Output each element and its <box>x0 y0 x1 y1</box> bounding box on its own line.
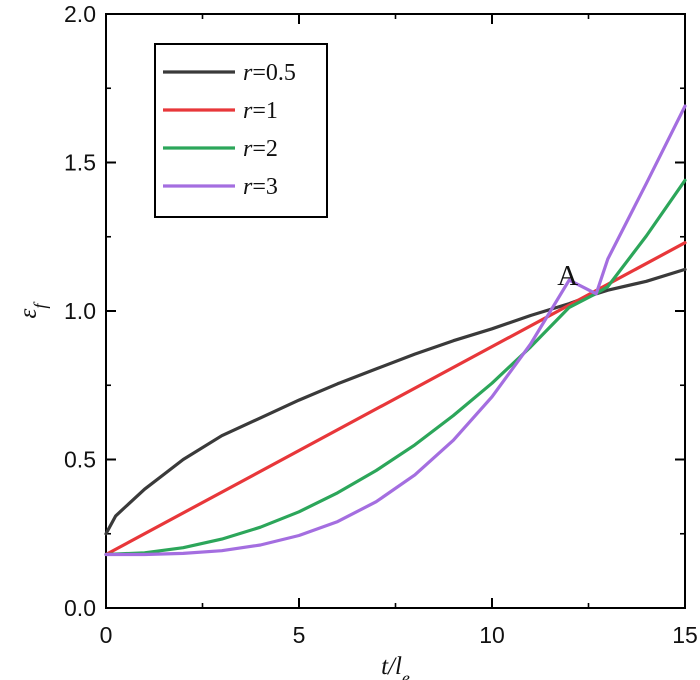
legend-box <box>154 43 328 218</box>
x-tick-label: 15 <box>672 622 698 648</box>
y-tick-label: 1.5 <box>64 150 96 176</box>
x-tick-label: 10 <box>479 622 505 648</box>
x-tick-label: 0 <box>100 622 113 648</box>
annotation-a: A <box>557 260 578 292</box>
y-tick-label: 0.5 <box>64 447 96 473</box>
legend: r=0.5 r=1 r=2 r=3 <box>154 43 328 218</box>
legend-entry: r=0.5 <box>243 60 296 86</box>
series-line-r-0-5 <box>104 267 687 536</box>
x-axis-label: t/le <box>381 653 410 680</box>
legend-entry: r=2 <box>243 136 278 162</box>
y-axis-label: εf <box>15 301 50 319</box>
y-tick-label: 0.0 <box>64 595 96 621</box>
y-tick-label: 2.0 <box>64 1 96 27</box>
plot-area: 0 5 10 150.00.51.01.52.0t/leεfAr=0.5r=1r=2r… <box>15 1 698 680</box>
series-line-r-2 <box>104 178 687 557</box>
series-line-r-1 <box>104 241 687 557</box>
x-tick-label: 5 <box>293 622 306 648</box>
legend-entry: r=3 <box>243 174 278 200</box>
series-line-r-3 <box>104 104 687 557</box>
legend-entry: r=1 <box>243 98 278 124</box>
y-tick-label: 1.0 <box>64 298 96 324</box>
